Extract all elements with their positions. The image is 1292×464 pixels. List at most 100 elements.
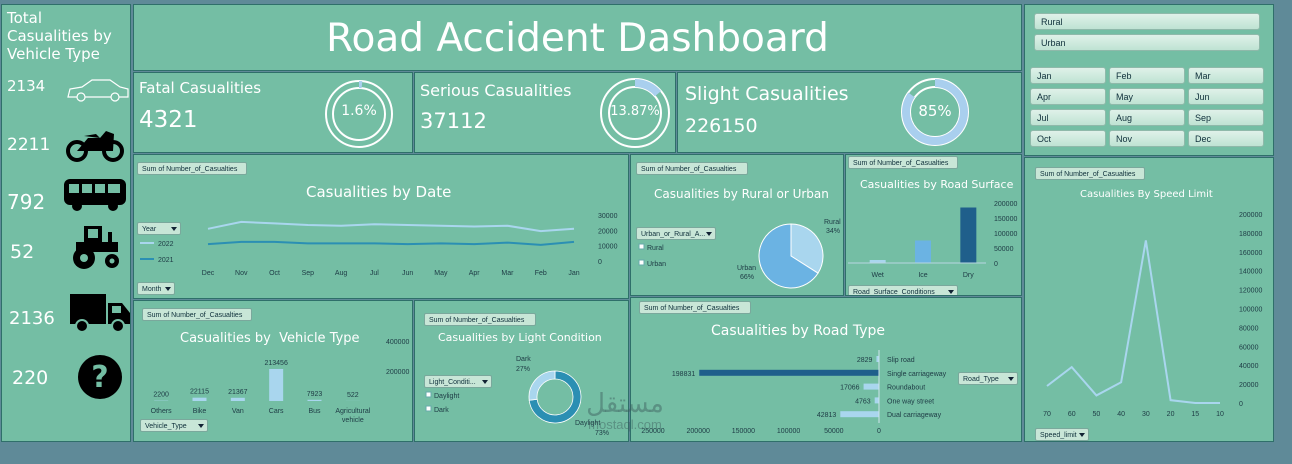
- speed-field-label: Speed_limit: [1040, 432, 1077, 439]
- slicer-month-jun[interactable]: Jun: [1188, 88, 1264, 105]
- kpi-serious-ring-fill: [635, 79, 662, 97]
- year-field-label: Year: [142, 226, 157, 233]
- vt-xtick: Cars: [269, 408, 284, 415]
- light-panel: Sum of Number_of_Casualties Casualities …: [414, 300, 629, 442]
- slicer-urban[interactable]: Urban: [1034, 34, 1260, 51]
- ru-label-rural: Rural: [824, 219, 841, 226]
- speed-xtick: 60: [1068, 411, 1076, 418]
- car-icon: [67, 79, 129, 102]
- speed-ytick: 100000: [1239, 307, 1262, 314]
- vt-bar: [230, 397, 245, 401]
- vt-bar-label: 522: [347, 392, 359, 399]
- vt-bar-label: 213456: [264, 360, 287, 367]
- slicer-month-dec[interactable]: Dec: [1188, 130, 1264, 147]
- date-line-chart: 30000 20000 10000 0 Dec Nov Oct Sep Aug Jul Jun May…: [140, 213, 618, 277]
- rs-sum-field[interactable]: Sum of Number_of_Casualties: [848, 156, 958, 169]
- date-chart-panel: Sum of Number_of_Casualties Casualities …: [133, 154, 629, 299]
- ru-sum-field[interactable]: Sum of Number_of_Casualties: [636, 162, 748, 175]
- rt-bar: [863, 383, 879, 390]
- light-label-daylight-pct: 73%: [595, 430, 609, 437]
- vt-xtick: vehicle: [342, 417, 364, 424]
- date-xtick: Nov: [235, 270, 248, 277]
- slicer-month-feb[interactable]: Feb: [1109, 67, 1185, 84]
- date-ytick: 0: [598, 259, 602, 266]
- light-legend-swatch: [425, 405, 432, 412]
- vt-xtick: Others: [151, 408, 173, 415]
- ru-chart-title: Casualities by Rural or Urban: [654, 187, 829, 201]
- slicer-month-sep[interactable]: Sep: [1188, 109, 1264, 126]
- watermark-arabic: مستقل: [586, 389, 664, 419]
- rt-bar-label: 42813: [817, 412, 837, 419]
- vt-sum-field[interactable]: Sum of Number_of_Casualties: [142, 308, 252, 321]
- speed-ytick: 40000: [1239, 363, 1259, 370]
- question-icon: ?: [78, 355, 122, 399]
- rt-sum-field[interactable]: Sum of Number_of_Casualties: [639, 301, 751, 314]
- slicer-month-apr[interactable]: Apr: [1030, 88, 1106, 105]
- speed-xtick: 20: [1167, 411, 1175, 418]
- slicer-month-aug[interactable]: Aug: [1109, 109, 1185, 126]
- ru-label-urban: Urban: [737, 265, 756, 272]
- rs-xtick: Ice: [918, 272, 927, 279]
- ru-legend-label: Urban: [647, 261, 666, 268]
- kpi-serious-pct: 13.87%: [610, 104, 660, 119]
- slicer-month-may[interactable]: May: [1109, 88, 1185, 105]
- slicer-rural[interactable]: Rural: [1034, 13, 1260, 30]
- rural-urban-pie: Rural 34% Urban 66% Rural Urban: [638, 219, 841, 289]
- rt-bar: [876, 356, 879, 362]
- slicer-month-nov[interactable]: Nov: [1109, 130, 1185, 147]
- tractor-icon: [73, 226, 119, 269]
- speed-field-button[interactable]: Speed_limit: [1035, 428, 1089, 441]
- rs-field-button[interactable]: Road_Surface_Conditions: [848, 285, 958, 296]
- rt-field-button[interactable]: Road_Type: [958, 372, 1018, 385]
- ru-label-rural-pct: 34%: [826, 228, 840, 235]
- speed-chart-title: Casualities By Speed Limit: [1080, 189, 1213, 200]
- date-chart-title: Casualities by Date: [306, 183, 452, 201]
- rt-category-label: Single carriageway: [887, 371, 947, 378]
- light-donut-chart: Daylight 73% Dark 27% Daylight Dark: [425, 356, 609, 437]
- dashboard-title: Road Accident Dashboard: [326, 16, 829, 61]
- speed-xtick: 10: [1216, 411, 1224, 418]
- road-type-panel: Sum of Number_of_Casualties Casualities …: [630, 297, 1022, 442]
- vt-bar: [307, 399, 322, 401]
- speed-ytick: 60000: [1239, 344, 1259, 351]
- month-field-button[interactable]: Month: [137, 282, 175, 295]
- slicer-month-mar[interactable]: Mar: [1188, 67, 1264, 84]
- kpi-serious-value: 37112: [420, 109, 487, 133]
- date-xtick: Jan: [568, 270, 579, 277]
- light-label-dark: Dark: [516, 356, 531, 363]
- vt-field-label: Vehicle_Type: [145, 423, 187, 430]
- light-field-button[interactable]: Light_Conditi...: [424, 375, 492, 388]
- light-slice-dark: [528, 370, 556, 401]
- slicer-month-jan[interactable]: Jan: [1030, 67, 1106, 84]
- speed-ytick: 120000: [1239, 288, 1262, 295]
- speed-ytick: 0: [1239, 401, 1243, 408]
- date-ytick: 20000: [598, 228, 618, 235]
- vehicle-bar-chart: 400000 200000 2200 Others 22115 Bike 21367 Van 2…: [151, 339, 410, 424]
- rt-bar: [874, 397, 879, 404]
- vt-bar: [192, 397, 207, 401]
- year-field-button[interactable]: Year: [137, 222, 181, 235]
- light-sum-field[interactable]: Sum of Number_of_Casualties: [424, 313, 536, 326]
- vt-bar-label: 2200: [153, 392, 169, 399]
- ru-legend-swatch: [638, 259, 645, 266]
- rt-xtick: 100000: [777, 428, 800, 435]
- ru-field-button[interactable]: Urban_or_Rural_A...: [636, 227, 716, 240]
- rt-xtick: 150000: [732, 428, 755, 435]
- vt-field-button[interactable]: Vehicle_Type: [140, 419, 208, 432]
- slicer-month-oct[interactable]: Oct: [1030, 130, 1106, 147]
- speed-sum-field[interactable]: Sum of Number_of_Casualties: [1035, 167, 1145, 180]
- date-ytick: 10000: [598, 244, 618, 251]
- vehicle-count-tractor: 52: [10, 241, 35, 263]
- speed-line-chart: 2000001800001600001400001200001000008000…: [1043, 212, 1262, 418]
- vt-xtick: Agricultural: [335, 408, 370, 415]
- rs-field-label: Road_Surface_Conditions: [853, 289, 935, 296]
- slicer-month-jul[interactable]: Jul: [1030, 109, 1106, 126]
- road-type-bar-chart: 250000 200000 150000 100000 50000 0 2829 Slip r…: [641, 350, 947, 435]
- date-xtick: Sep: [302, 270, 315, 277]
- kpi-serious-ring: [600, 78, 670, 148]
- kpi-fatal-ring-fill: [359, 81, 363, 89]
- ru-legend-label: Rural: [647, 245, 664, 252]
- vehicle-type-panel: Total Casualities by Vehicle Type 2134 2…: [1, 4, 131, 442]
- date-sum-field[interactable]: Sum of Number_of_Casualties: [137, 162, 247, 175]
- rt-category-label: One way street: [887, 398, 934, 405]
